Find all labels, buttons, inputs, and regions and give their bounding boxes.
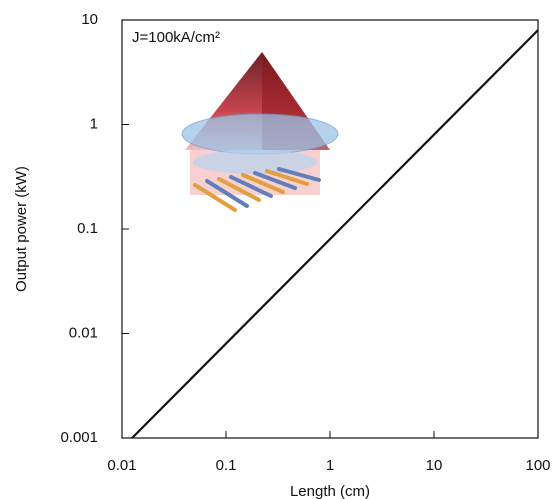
- y-axis-label: Output power (kW): [13, 166, 30, 292]
- plot-frame: [121, 19, 539, 439]
- x-tick-label: 1: [326, 457, 334, 474]
- x-tick-label: 0.01: [107, 457, 136, 474]
- y-tick-label: 0.01: [69, 324, 98, 341]
- x-tick-label: 100: [525, 457, 550, 474]
- x-tick-label: 0.1: [216, 457, 237, 474]
- x-axis-label: Length (cm): [290, 483, 370, 499]
- inset-illustration: [181, 52, 339, 212]
- y-tick-label: 0.001: [60, 429, 98, 446]
- x-tick-label: 10: [426, 457, 443, 474]
- y-tick-label: 1: [90, 115, 98, 132]
- annotation: J=100kA/cm²: [132, 29, 220, 46]
- y-tick-label: 0.1: [77, 220, 98, 237]
- data-line: [131, 29, 539, 439]
- y-tick-label: 10: [81, 11, 98, 28]
